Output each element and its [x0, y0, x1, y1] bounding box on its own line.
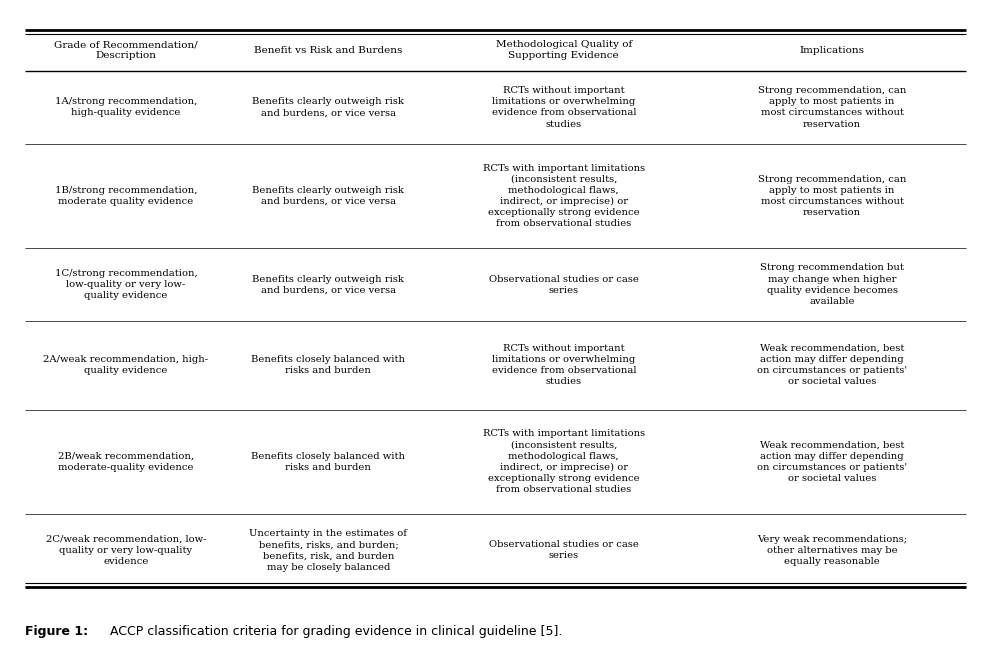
Text: 2C/weak recommendation, low-
quality or very low-quality
evidence: 2C/weak recommendation, low- quality or … — [46, 535, 206, 566]
Text: Strong recommendation, can
apply to most patients in
most circumstances without
: Strong recommendation, can apply to most… — [758, 175, 906, 217]
Text: Weak recommendation, best
action may differ depending
on circumstances or patien: Weak recommendation, best action may dif… — [757, 344, 907, 387]
Text: Benefit vs Risk and Burdens: Benefit vs Risk and Burdens — [255, 46, 402, 55]
Text: 1C/strong recommendation,
low-quality or very low-
quality evidence: 1C/strong recommendation, low-quality or… — [55, 269, 197, 300]
Text: Weak recommendation, best
action may differ depending
on circumstances or patien: Weak recommendation, best action may dif… — [757, 441, 907, 483]
Text: Very weak recommendations;
other alternatives may be
equally reasonable: Very weak recommendations; other alterna… — [757, 535, 907, 566]
Text: ACCP classification criteria for grading evidence in clinical guideline [5].: ACCP classification criteria for grading… — [106, 625, 563, 638]
Text: Benefits clearly outweigh risk
and burdens, or vice versa: Benefits clearly outweigh risk and burde… — [253, 186, 404, 206]
Text: 2A/weak recommendation, high-
quality evidence: 2A/weak recommendation, high- quality ev… — [44, 355, 208, 375]
Text: Benefits clearly outweigh risk
and burdens, or vice versa: Benefits clearly outweigh risk and burde… — [253, 97, 404, 117]
Text: RCTs with important limitations
(inconsistent results,
methodological flaws,
ind: RCTs with important limitations (inconsi… — [483, 164, 645, 228]
Text: Methodological Quality of
Supporting Evidence: Methodological Quality of Supporting Evi… — [496, 40, 632, 60]
Text: RCTs without important
limitations or overwhelming
evidence from observational
s: RCTs without important limitations or ov… — [492, 86, 636, 129]
Text: Benefits closely balanced with
risks and burden: Benefits closely balanced with risks and… — [252, 452, 405, 472]
Text: Benefits closely balanced with
risks and burden: Benefits closely balanced with risks and… — [252, 355, 405, 375]
Text: RCTs without important
limitations or overwhelming
evidence from observational
s: RCTs without important limitations or ov… — [492, 344, 636, 387]
Text: Strong recommendation, can
apply to most patients in
most circumstances without
: Strong recommendation, can apply to most… — [758, 86, 906, 129]
Text: RCTs with important limitations
(inconsistent results,
methodological flaws,
ind: RCTs with important limitations (inconsi… — [483, 430, 645, 494]
Text: Observational studies or case
series: Observational studies or case series — [489, 540, 638, 560]
Text: Grade of Recommendation/
Description: Grade of Recommendation/ Description — [55, 40, 198, 60]
Text: Figure 1:: Figure 1: — [25, 625, 88, 638]
Text: 1A/strong recommendation,
high-quality evidence: 1A/strong recommendation, high-quality e… — [55, 97, 197, 117]
Text: Uncertainty in the estimates of
benefits, risks, and burden;
benefits, risk, and: Uncertainty in the estimates of benefits… — [250, 529, 407, 572]
Text: Benefits clearly outweigh risk
and burdens, or vice versa: Benefits clearly outweigh risk and burde… — [253, 274, 404, 294]
Text: Observational studies or case
series: Observational studies or case series — [489, 274, 638, 294]
Text: Implications: Implications — [800, 46, 864, 55]
Text: 1B/strong recommendation,
moderate quality evidence: 1B/strong recommendation, moderate quali… — [55, 186, 197, 206]
Text: 2B/weak recommendation,
moderate-quality evidence: 2B/weak recommendation, moderate-quality… — [57, 452, 194, 472]
Text: Strong recommendation but
may change when higher
quality evidence becomes
availa: Strong recommendation but may change whe… — [760, 263, 904, 306]
